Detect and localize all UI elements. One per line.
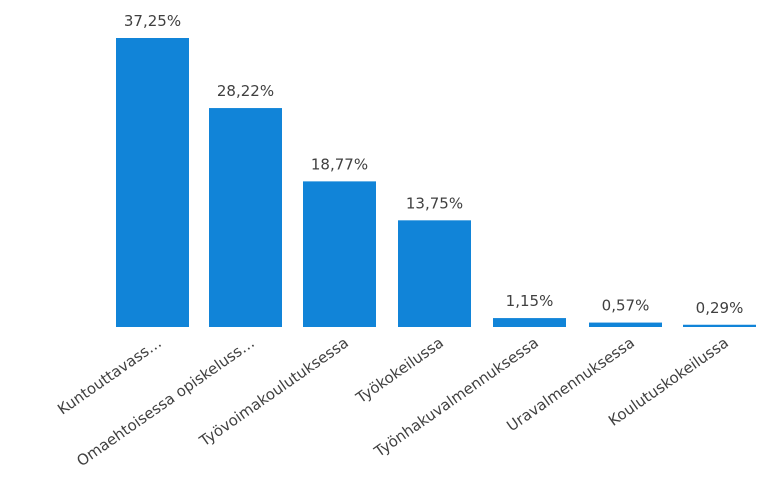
bar-1 <box>209 108 282 327</box>
value-label-1: 28,22% <box>217 82 274 100</box>
category-label-4: Työnhakuvalmennuksessa <box>370 334 542 462</box>
bar-4 <box>493 318 566 327</box>
bar-5 <box>589 322 662 327</box>
bars-group <box>116 38 756 327</box>
bar-0 <box>116 38 189 327</box>
value-label-2: 18,77% <box>311 155 368 173</box>
bar-6 <box>683 324 756 327</box>
value-label-4: 1,15% <box>506 292 554 310</box>
value-label-5: 0,57% <box>602 297 650 315</box>
value-labels-group: 37,25% 28,22% 18,77% 13,75% 1,15% 0,57% 0,29% <box>124 12 743 317</box>
bar-3 <box>398 220 471 327</box>
category-label-2: Työvoimakoulutuksessa <box>195 334 351 451</box>
bar-2 <box>303 181 376 327</box>
value-label-0: 37,25% <box>124 12 181 30</box>
value-label-6: 0,29% <box>696 299 744 317</box>
category-label-3: Työkokeilussa <box>352 334 447 408</box>
value-label-3: 13,75% <box>406 194 463 212</box>
category-labels-group: Kuntouttavass…Omaehtoisessa opiskeluss…T… <box>54 334 732 471</box>
category-label-1: Omaehtoisessa opiskeluss… <box>73 334 257 471</box>
